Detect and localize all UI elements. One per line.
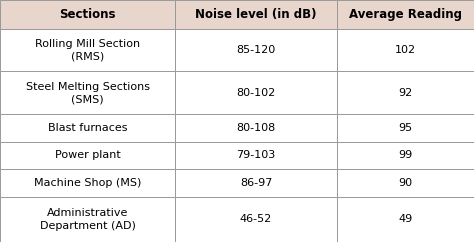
Text: Blast furnaces: Blast furnaces	[48, 123, 128, 133]
Text: Noise level (in dB): Noise level (in dB)	[195, 8, 317, 21]
Bar	[0, 29, 175, 71]
Bar	[175, 71, 337, 114]
Text: 80-102: 80-102	[237, 88, 275, 98]
Bar	[175, 169, 337, 197]
Bar	[337, 142, 474, 169]
Text: Steel Melting Sections
(SMS): Steel Melting Sections (SMS)	[26, 82, 150, 104]
Text: Power plant: Power plant	[55, 150, 120, 160]
Bar	[0, 169, 175, 197]
Bar	[337, 29, 474, 71]
Bar	[0, 197, 175, 242]
Text: 49: 49	[398, 214, 412, 224]
Text: Machine Shop (MS): Machine Shop (MS)	[34, 178, 141, 188]
Text: 80-108: 80-108	[237, 123, 275, 133]
Text: 46-52: 46-52	[240, 214, 272, 224]
Bar	[0, 0, 175, 29]
Bar	[337, 0, 474, 29]
Text: 99: 99	[398, 150, 412, 160]
Text: 92: 92	[398, 88, 412, 98]
Text: 102: 102	[395, 45, 416, 55]
Bar	[175, 0, 337, 29]
Text: 79-103: 79-103	[237, 150, 275, 160]
Bar	[337, 114, 474, 142]
Bar	[0, 114, 175, 142]
Text: 95: 95	[398, 123, 412, 133]
Bar	[175, 114, 337, 142]
Text: 85-120: 85-120	[237, 45, 275, 55]
Bar	[175, 29, 337, 71]
Bar	[337, 169, 474, 197]
Bar	[175, 197, 337, 242]
Text: Average Reading: Average Reading	[349, 8, 462, 21]
Text: 90: 90	[398, 178, 412, 188]
Bar	[337, 197, 474, 242]
Text: 86-97: 86-97	[240, 178, 272, 188]
Text: Sections: Sections	[59, 8, 116, 21]
Bar	[0, 142, 175, 169]
Text: Rolling Mill Section
(RMS): Rolling Mill Section (RMS)	[35, 39, 140, 61]
Text: Administrative
Department (AD): Administrative Department (AD)	[40, 208, 136, 231]
Bar	[337, 71, 474, 114]
Bar	[0, 71, 175, 114]
Bar	[175, 142, 337, 169]
